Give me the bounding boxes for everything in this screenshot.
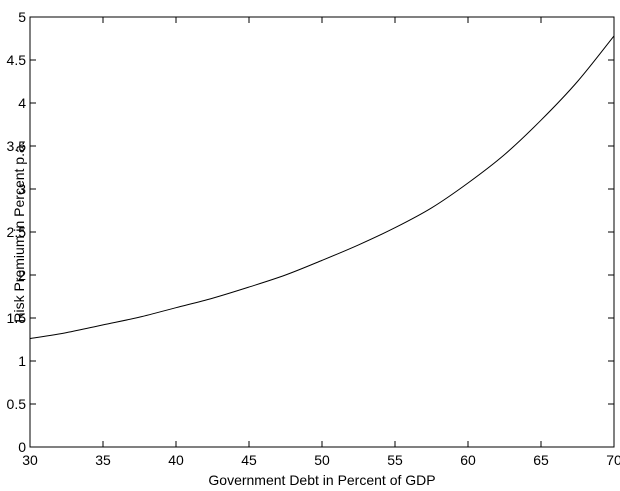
x-tick-label: 65 [533,452,549,468]
x-tick-label: 60 [460,452,476,468]
y-tick-label: 2 [18,267,26,283]
x-tick-label: 40 [168,452,184,468]
y-tick-label: 2.5 [7,224,27,240]
y-tick-label: 3.5 [7,138,27,154]
y-axis-title: Risk Premium in Percent p.a. [11,141,27,322]
y-tick-label: 4 [18,95,26,111]
y-tick-label: 1.5 [7,310,27,326]
plot-area [29,16,615,448]
y-tick-label: 5 [18,9,26,25]
x-tick-labels: 30 35 40 45 50 55 60 65 70 [22,452,620,468]
x-tick-label: 30 [22,452,38,468]
y-tick-labels: 0 0.5 1 1.5 2 2.5 3 3.5 4 4.5 5 [7,9,27,455]
y-tick-label: 0.5 [7,396,27,412]
y-tick-label: 0 [18,439,26,455]
x-tick-label: 35 [95,452,111,468]
y-tick-label: 4.5 [7,52,27,68]
tick-marks [29,16,615,448]
x-tick-label: 70 [606,452,620,468]
x-tick-label: 45 [241,452,257,468]
y-tick-label: 3 [18,181,26,197]
x-tick-label: 55 [387,452,403,468]
y-tick-label: 1 [18,353,26,369]
plot-frame [29,16,615,448]
x-axis-title: Government Debt in Percent of GDP [208,472,435,488]
x-tick-label: 50 [314,452,330,468]
series-line [29,35,615,340]
